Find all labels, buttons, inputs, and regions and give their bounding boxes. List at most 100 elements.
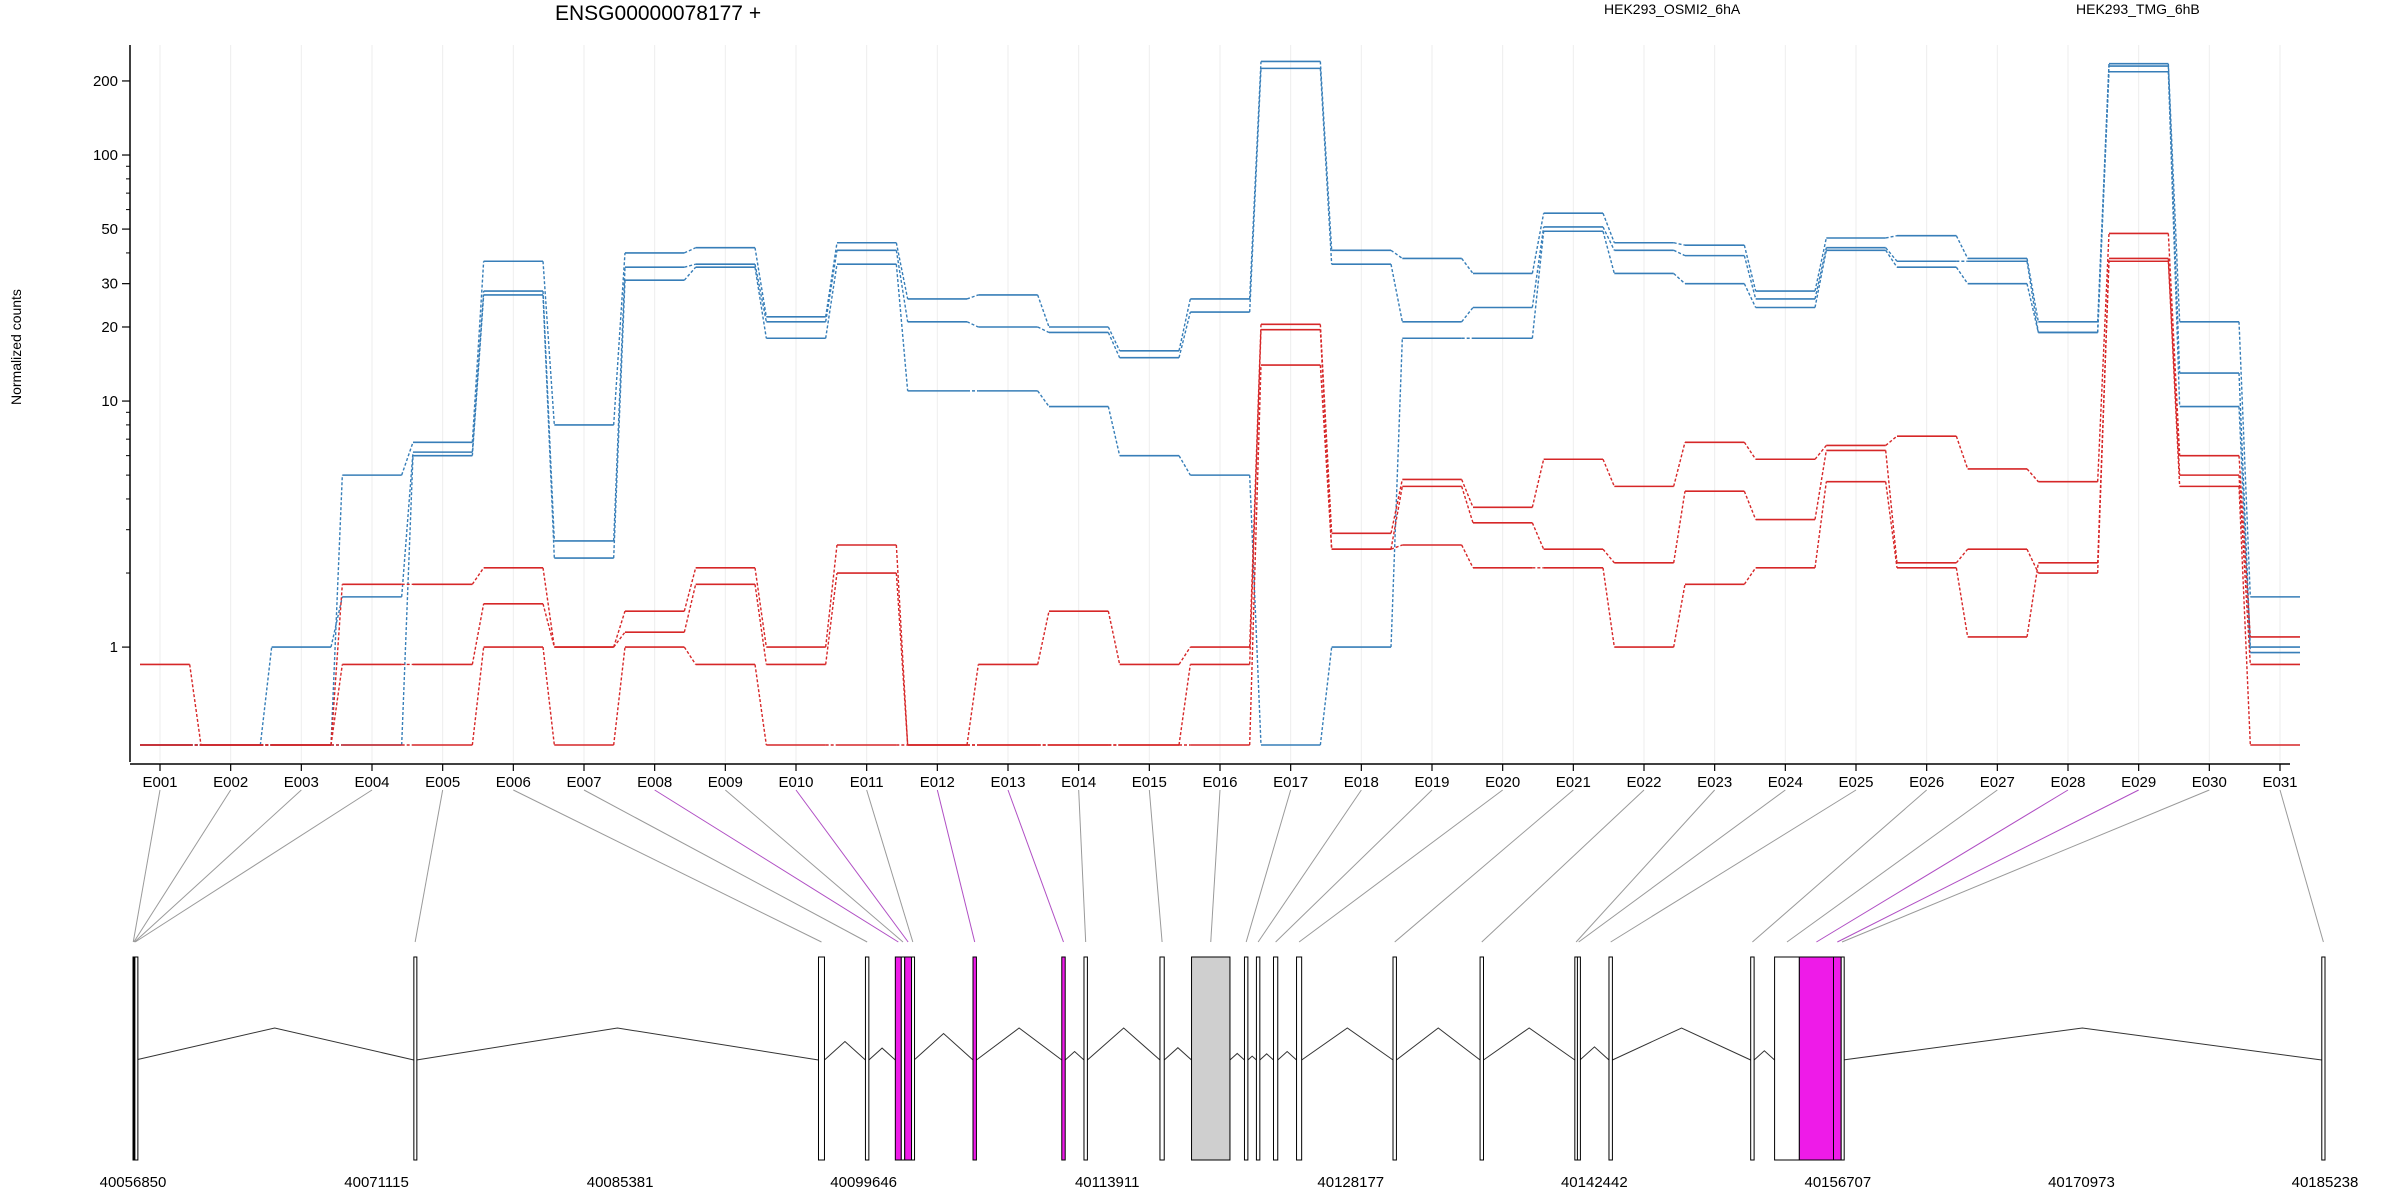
genomic-coordinate-label: 40071115	[344, 1174, 409, 1191]
exon-box	[911, 956, 916, 1161]
y-tick-label: 20	[101, 319, 118, 336]
exon-box	[1798, 956, 1834, 1161]
intron-line	[976, 1027, 1063, 1061]
intron-line	[913, 1032, 974, 1061]
genomic-coordinate-label: 40099646	[830, 1174, 897, 1191]
exon-box	[1479, 956, 1484, 1161]
x-tick-label: E004	[354, 774, 389, 791]
legend-entry-group-a: HEK293_OSMI2_6hA	[1604, 1, 1741, 17]
exon-box	[1272, 956, 1279, 1161]
y-tick-label: 50	[101, 221, 118, 238]
exon-link	[134, 789, 373, 943]
genomic-coordinate-label: 40170973	[2048, 1174, 2115, 1191]
exon-link	[414, 789, 444, 943]
x-tick-label: E024	[1768, 774, 1803, 791]
exon-link	[1275, 789, 1433, 943]
exon-link	[1837, 789, 2139, 943]
intron-line	[1612, 1027, 1751, 1061]
exon-link	[866, 789, 914, 943]
intron-line	[1396, 1027, 1481, 1061]
exon-link	[513, 789, 822, 943]
x-tick-label: E010	[778, 774, 813, 791]
exon-box	[1159, 956, 1165, 1161]
x-tick-label: E012	[920, 774, 955, 791]
exon-link	[1786, 789, 1998, 943]
x-tick-label: E014	[1061, 774, 1096, 791]
exon-link	[725, 789, 904, 943]
exon-box	[1083, 956, 1088, 1161]
exon-box	[1061, 956, 1066, 1161]
exon-link	[1245, 789, 1292, 943]
exon-box	[1191, 956, 1231, 1161]
exon-box	[2321, 956, 2326, 1161]
exon-link	[1816, 789, 2069, 943]
legend-entry-group-b: HEK293_TMG_6hB	[2076, 1, 2200, 17]
intron-line	[868, 1047, 896, 1061]
exon-box	[1608, 956, 1613, 1161]
intron-line	[135, 1027, 414, 1061]
x-tick-label: E019	[1414, 774, 1449, 791]
exon-link	[132, 789, 161, 943]
exon-link	[1481, 789, 1645, 943]
x-tick-label: E025	[1838, 774, 1873, 791]
x-tick-label: E026	[1909, 774, 1944, 791]
exon-box	[1576, 956, 1581, 1161]
exon-box	[817, 956, 825, 1161]
intron-line	[1753, 1050, 1775, 1061]
exon-link	[133, 789, 232, 943]
x-tick-label: E021	[1556, 774, 1591, 791]
exon-link	[1394, 789, 1574, 943]
intron-line	[1483, 1027, 1576, 1061]
x-tick-label: E030	[2192, 774, 2227, 791]
x-tick-label: E027	[1980, 774, 2015, 791]
intron-line	[824, 1040, 866, 1061]
genomic-coordinate-label: 40142442	[1561, 1174, 1628, 1191]
x-tick-label: E018	[1344, 774, 1379, 791]
genomic-coordinate-label: 40085381	[587, 1174, 654, 1191]
exon-box	[1255, 956, 1261, 1161]
series-ramp-3	[188, 233, 2252, 746]
y-tick-label: 30	[101, 276, 118, 293]
exon-link	[1610, 789, 1857, 943]
intron-line	[1163, 1047, 1192, 1061]
exon-link	[795, 789, 909, 943]
x-tick-label: E009	[708, 774, 743, 791]
genomic-coordinate-label: 40113911	[1075, 1174, 1140, 1191]
intron-line	[1842, 1027, 2322, 1061]
exon-box	[900, 956, 906, 1161]
x-tick-label: E015	[1132, 774, 1167, 791]
intron-line	[1229, 1052, 1245, 1061]
exon-link	[2279, 789, 2324, 943]
exon-box	[972, 956, 977, 1161]
exon-box	[1392, 956, 1397, 1161]
x-tick-label: E001	[142, 774, 177, 791]
genomic-coordinate-label: 40185238	[2292, 1174, 2359, 1191]
exon-link	[583, 789, 868, 943]
exon-box	[1774, 956, 1800, 1161]
exon-link	[1148, 789, 1163, 943]
exon-link	[1575, 789, 1716, 943]
x-tick-label: E002	[213, 774, 248, 791]
y-tick-label: 10	[101, 393, 118, 410]
x-tick-label: E023	[1697, 774, 1732, 791]
intron-line	[1277, 1050, 1297, 1061]
exon-box	[1840, 956, 1845, 1161]
x-tick-label: E005	[425, 774, 460, 791]
x-tick-label: E017	[1273, 774, 1308, 791]
x-tick-label: E020	[1485, 774, 1520, 791]
intron-line	[1247, 1055, 1257, 1061]
exon-link	[1752, 789, 1927, 943]
x-tick-label: E008	[637, 774, 672, 791]
x-tick-label: E031	[2262, 774, 2297, 791]
exon-link	[654, 789, 899, 943]
exon-box	[894, 956, 902, 1161]
x-tick-label: E007	[566, 774, 601, 791]
x-tick-label: E013	[990, 774, 1025, 791]
exon-link	[1841, 789, 2210, 943]
exon-link	[1578, 789, 1786, 943]
exon-box	[1243, 956, 1249, 1161]
genomic-coordinate-label: 40128177	[1317, 1174, 1384, 1191]
y-tick-label: 1	[110, 639, 118, 656]
